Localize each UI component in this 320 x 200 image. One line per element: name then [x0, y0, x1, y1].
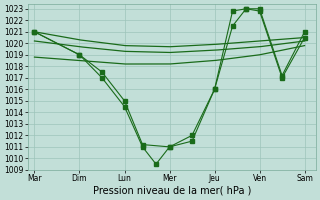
X-axis label: Pression niveau de la mer( hPa ): Pression niveau de la mer( hPa ): [92, 186, 251, 196]
